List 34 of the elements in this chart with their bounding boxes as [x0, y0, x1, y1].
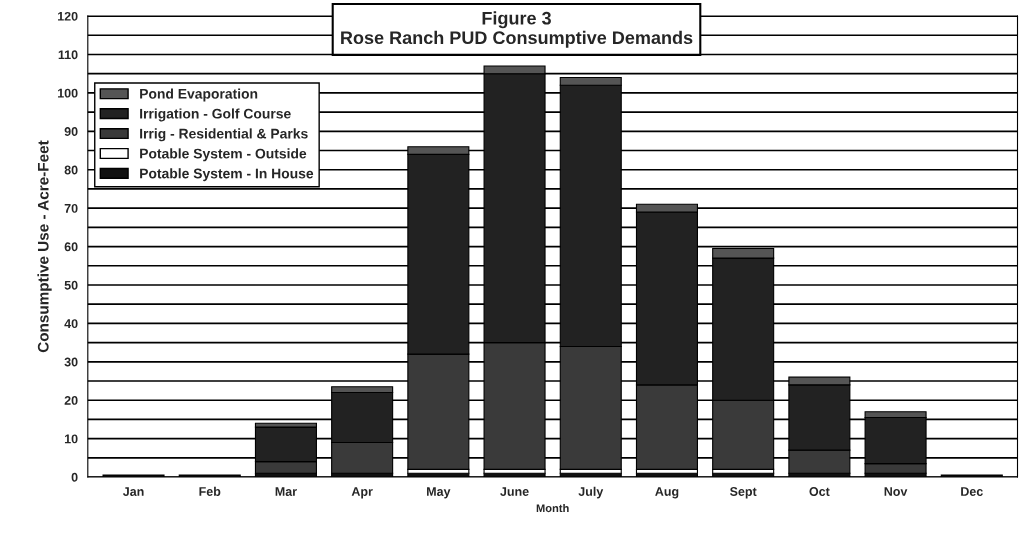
legend-label: Pond Evaporation [140, 88, 258, 102]
y-tick-label: 70 [64, 203, 78, 213]
legend-label: Irrig - Residential & Parks [140, 128, 308, 142]
x-tick-label: Aug [655, 487, 679, 499]
x-tick-label: Sept [729, 487, 757, 499]
x-tick-label: July [578, 486, 604, 499]
chart-title: Figure 3 [482, 11, 551, 29]
y-tick-label: 10 [64, 434, 78, 444]
x-tick-label: May [427, 487, 451, 499]
text: Rose Ranch PUD Consumptive Demands [341, 30, 693, 48]
x-tick-label: Dec [961, 487, 983, 496]
y-tick-label: 60 [64, 242, 78, 252]
y-tick-label: 20 [64, 396, 78, 405]
x-tick-label: June [500, 487, 529, 496]
x-tick-label: Apr [351, 487, 373, 499]
y-tick-label: 120 [58, 11, 78, 21]
legend-label: Irrigation - Golf Course [140, 108, 291, 122]
y-tick-label: 90 [64, 127, 78, 136]
y-tick-label: 30 [64, 357, 78, 367]
y-tick-label: 80 [64, 165, 78, 175]
x-tick-label: Nov [884, 487, 908, 496]
y-tick-label: 110 [58, 50, 78, 60]
y-tick-label: 40 [64, 319, 78, 329]
x-tick-label: Mar [275, 487, 297, 496]
x-axis-title: Month [536, 503, 569, 513]
y-tick-label: 50 [64, 280, 78, 290]
x-tick-label: Jan [122, 487, 144, 496]
legend-label: Potable System - In House [140, 168, 314, 182]
x-tick-label: Oct [809, 487, 830, 496]
y-tick-label: 0 [71, 472, 78, 482]
y-tick-label: 100 [58, 88, 78, 98]
legend-label: Potable System - Outside [140, 148, 307, 162]
y-axis-title: Consumptive Use - Acre-Feet [37, 140, 52, 353]
x-tick-label: Feb [199, 486, 221, 496]
